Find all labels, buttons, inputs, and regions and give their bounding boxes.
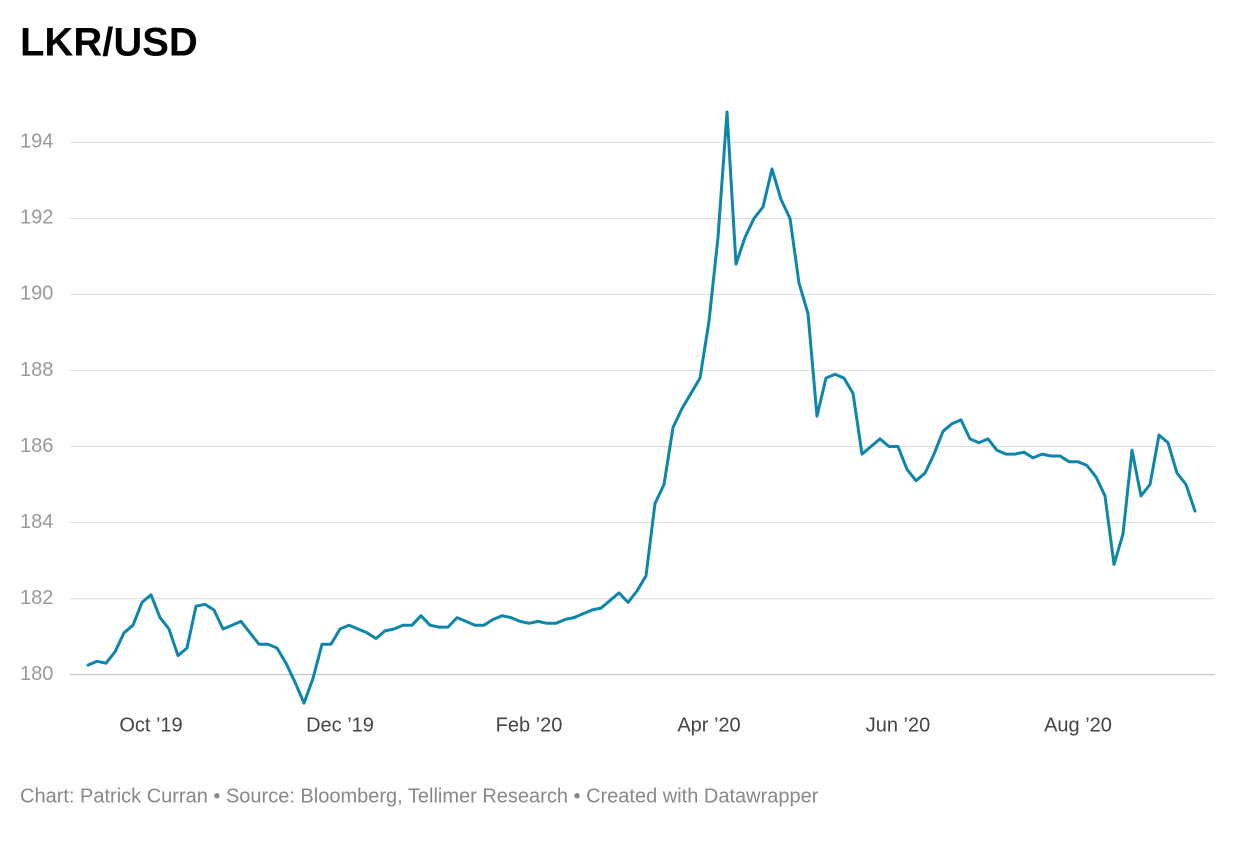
y-tick-label: 188 [20,359,53,381]
y-tick-label: 186 [20,435,53,457]
y-tick-label: 182 [20,587,53,609]
y-tick-label: 192 [20,207,53,229]
y-tick-label: 184 [20,511,53,533]
y-tick-label: 180 [20,663,53,685]
x-tick-label: Feb ’20 [496,714,563,736]
y-tick-label: 190 [20,283,53,305]
y-tick-label: 194 [20,131,53,153]
x-tick-label: Dec ’19 [306,714,374,736]
chart-title: LKR/USD [20,21,198,65]
x-tick-label: Apr ’20 [677,714,740,736]
x-tick-label: Jun ’20 [866,714,931,736]
x-tick-label: Oct ’19 [119,714,182,736]
x-tick-label: Aug ’20 [1044,714,1112,736]
source-note: Chart: Patrick Curran • Source: Bloomber… [20,785,819,807]
price-line [86,110,1197,705]
